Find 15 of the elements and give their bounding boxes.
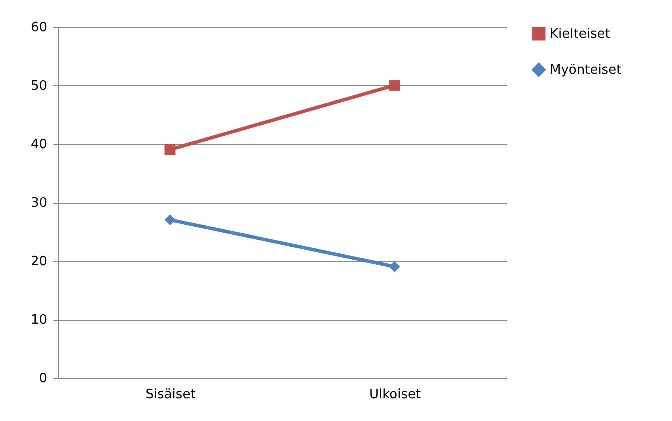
point <box>164 214 176 226</box>
legend-label: Myönteiset <box>550 63 622 78</box>
y-tick-label: 20 <box>30 254 48 270</box>
point <box>389 80 400 91</box>
legend-label: Kielteiset <box>550 27 610 42</box>
y-tick-label: 0 <box>39 372 48 386</box>
y-tick-label: 30 <box>30 196 48 211</box>
y-tick-label: 50 <box>30 79 48 94</box>
y-tick-label: 60 <box>30 20 48 36</box>
point <box>164 144 176 156</box>
x-tick-label: Sisäiset <box>146 388 196 402</box>
x-tick-label: Ulkoiset <box>369 388 422 402</box>
point <box>389 261 400 272</box>
y-tick-label: 40 <box>30 138 48 152</box>
y-tick-label: 10 <box>30 313 48 328</box>
